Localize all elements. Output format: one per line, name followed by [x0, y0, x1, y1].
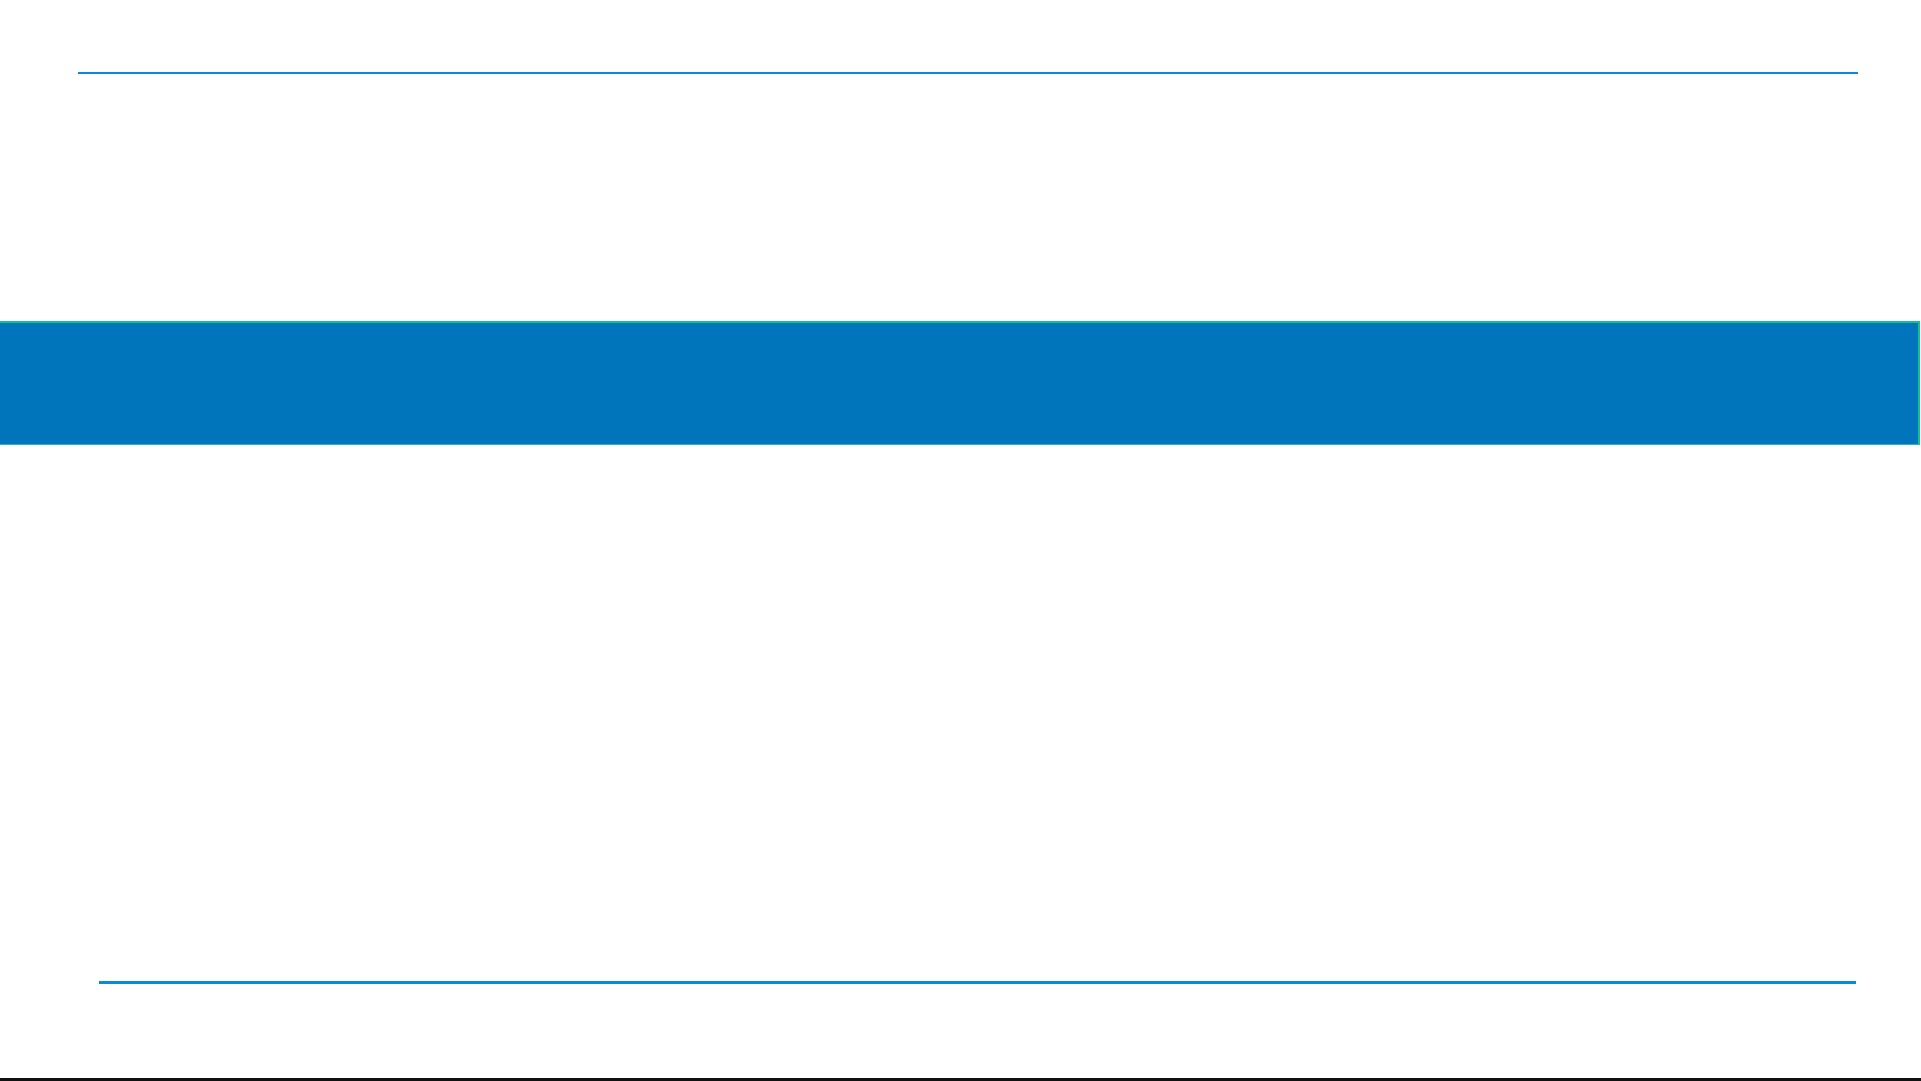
bottom-edge-line: [0, 1078, 1921, 1081]
bottom-divider: [99, 981, 1856, 984]
header-band: [0, 321, 1920, 445]
top-divider: [78, 72, 1858, 74]
